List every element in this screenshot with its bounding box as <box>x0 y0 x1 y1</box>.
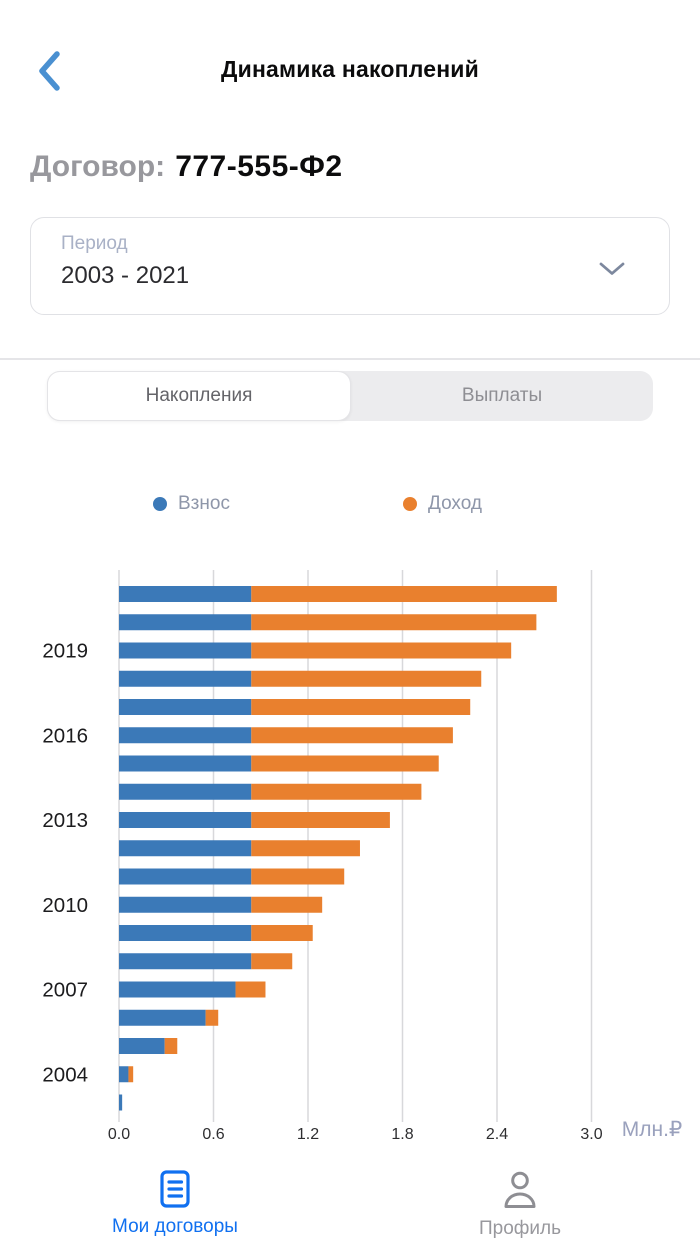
bar-segment-2014 <box>119 783 252 800</box>
contract-label: Договор: <box>30 150 166 183</box>
bar-segment-2017 <box>119 699 252 715</box>
x-tick-label: 1.8 <box>391 1126 413 1143</box>
bar-segment-2015 <box>119 755 252 772</box>
bar-segment-2015 <box>251 755 439 772</box>
period-field-label: Период <box>61 233 128 254</box>
tab-vyplaty[interactable]: Выплаты <box>461 385 543 406</box>
y-tick-label: 2019 <box>42 640 88 663</box>
nav-item-my-contracts[interactable]: Мои договоры <box>75 1170 275 1238</box>
bar-segment-2012 <box>119 840 252 857</box>
bar-segment-2011 <box>119 868 252 885</box>
bar-segment-2004 <box>128 1066 134 1083</box>
contract-number: 777-555-Ф2 <box>175 150 343 183</box>
bar-segment-2019 <box>251 642 512 659</box>
legend-label: Доход <box>428 493 482 514</box>
chevron-down-icon <box>599 262 625 275</box>
y-tick-label: 2010 <box>42 894 88 917</box>
bar-segment-2006 <box>119 1009 206 1026</box>
bar-segment-2004 <box>119 1066 129 1083</box>
bar-segment-2012 <box>251 840 360 857</box>
x-tick-label: 3.0 <box>580 1126 602 1143</box>
section-divider <box>0 358 700 360</box>
tab-nakopleniya[interactable]: Накопления <box>47 371 351 421</box>
x-tick-label: 0.0 <box>108 1126 130 1143</box>
period-field-value: 2003 - 2021 <box>61 262 190 289</box>
savings-stacked-bar-chart: 0.0 0.6 1.2 1.8 2.4 3.0 Млн.₽ 2019 2016 2013 2010 2… <box>42 570 683 1143</box>
bar-segment-2013 <box>119 812 252 828</box>
bar-segment-2010 <box>119 896 252 913</box>
bar-segment-2019 <box>119 642 252 659</box>
chevron-left-icon <box>39 51 60 91</box>
bar-segment-2008 <box>119 953 252 970</box>
bar-segment-2020 <box>251 614 537 631</box>
bar-segment-2010 <box>251 896 323 913</box>
y-tick-label: 2016 <box>42 724 88 747</box>
bar-segment-2018 <box>251 670 482 687</box>
bar-segment-2017 <box>251 699 471 715</box>
legend-label: Взнос <box>178 493 230 514</box>
legend-item-dohod: Доход <box>403 493 482 515</box>
y-tick-label: 2007 <box>42 979 88 1002</box>
bar-segment-2021 <box>119 586 252 602</box>
bar-segment-2008 <box>251 953 293 970</box>
bar-segment-2005 <box>164 1038 178 1054</box>
nav-label: Профиль <box>478 1218 562 1239</box>
page-title: Динамика накоплений <box>221 56 479 82</box>
legend-dot-blue <box>153 497 167 511</box>
tabs-segmented-control: Накопления Выплаты <box>47 371 653 421</box>
contract-line: Договор: 777-555-Ф2 <box>30 150 343 184</box>
contracts-icon <box>160 1170 190 1208</box>
profile-icon <box>504 1171 536 1208</box>
x-tick-label: 1.2 <box>297 1126 319 1143</box>
bar-segment-2016 <box>251 727 453 744</box>
bar-segment-2021 <box>251 586 557 602</box>
y-tick-label: 2004 <box>42 1063 88 1086</box>
bar-segment-2005 <box>119 1038 165 1054</box>
y-tick-label: 2013 <box>42 809 88 832</box>
legend-dot-orange <box>403 497 417 511</box>
bar-segment-2011 <box>251 868 345 885</box>
legend-item-vznos: Взнос <box>153 493 230 515</box>
bar-segment-2007 <box>235 981 266 998</box>
bar-segment-2020 <box>119 614 252 631</box>
bar-segment-2014 <box>251 783 422 800</box>
bar-segment-2009 <box>119 925 252 941</box>
bar-segment-2007 <box>119 981 236 998</box>
nav-item-profile[interactable]: Профиль <box>420 1170 620 1240</box>
bar-segment-2018 <box>119 670 252 687</box>
bar-segment-2003 <box>119 1094 123 1111</box>
nav-label: Мои договоры <box>112 1216 238 1237</box>
bar-segment-2013 <box>251 812 390 828</box>
x-axis-unit-label: Млн.₽ <box>622 1118 683 1141</box>
x-tick-label: 0.6 <box>202 1126 224 1143</box>
bar-segment-2009 <box>251 925 313 941</box>
period-select[interactable]: Период 2003 - 2021 <box>30 217 670 315</box>
bar-segment-2006 <box>205 1009 219 1026</box>
x-tick-label: 2.4 <box>486 1126 508 1143</box>
bar-segment-2016 <box>119 727 252 744</box>
back-button[interactable] <box>36 50 64 92</box>
